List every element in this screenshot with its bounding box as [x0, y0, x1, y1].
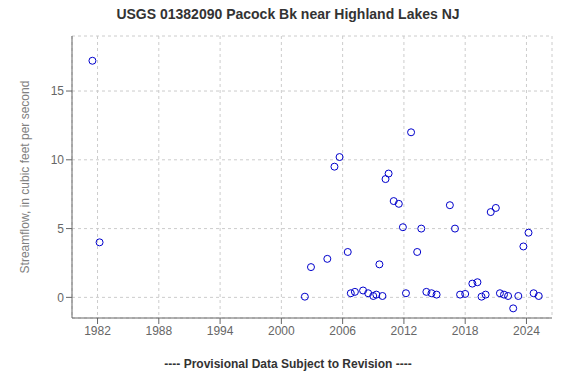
html-text:---- Provisional Data Subject: ---- Provisional Data Subject to Revisio… — [164, 357, 412, 371]
svg-text:0: 0 — [57, 291, 64, 305]
svg-text:2018: 2018 — [452, 324, 479, 338]
svg-text:Streamflow, in cubic feet per: Streamflow, in cubic feet per second — [18, 81, 32, 274]
svg-text:1982: 1982 — [84, 324, 111, 338]
svg-text:1988: 1988 — [145, 324, 172, 338]
svg-text:2006: 2006 — [329, 324, 356, 338]
svg-text:1994: 1994 — [207, 324, 234, 338]
svg-text:15: 15 — [51, 84, 65, 98]
html-text:USGS 01382090 Pacock Bk near H: USGS 01382090 Pacock Bk near Highland La… — [116, 6, 460, 22]
svg-text:5: 5 — [57, 222, 64, 236]
svg-text:2000: 2000 — [268, 324, 295, 338]
svg-text:2024: 2024 — [513, 324, 540, 338]
svg-text:10: 10 — [51, 153, 65, 167]
svg-text:2012: 2012 — [391, 324, 418, 338]
